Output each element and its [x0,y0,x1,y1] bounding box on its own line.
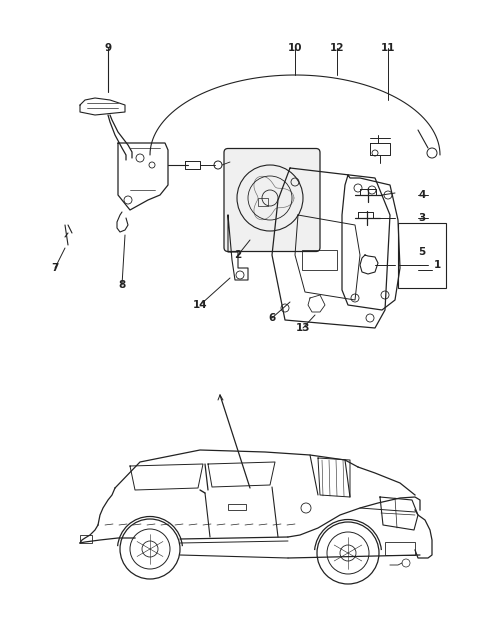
Text: 4: 4 [418,190,426,200]
Text: 6: 6 [268,313,276,323]
Text: 5: 5 [419,247,426,257]
Text: 11: 11 [381,43,395,53]
Bar [302,250,337,270]
Text: 13: 13 [296,323,310,333]
Text: 10: 10 [288,43,302,53]
FancyBboxPatch shape [224,149,320,251]
Bar [398,223,446,288]
Text: 1: 1 [433,260,441,270]
Text: 14: 14 [192,300,207,310]
Text: 8: 8 [119,280,126,290]
Text: 7: 7 [51,263,59,273]
Bar [228,504,246,510]
Text: 9: 9 [105,43,111,53]
Text: 3: 3 [419,213,426,223]
Bar [80,535,92,543]
Bar [258,198,268,206]
Text: 2: 2 [234,250,241,260]
Bar [385,542,415,555]
Text: 12: 12 [330,43,344,53]
